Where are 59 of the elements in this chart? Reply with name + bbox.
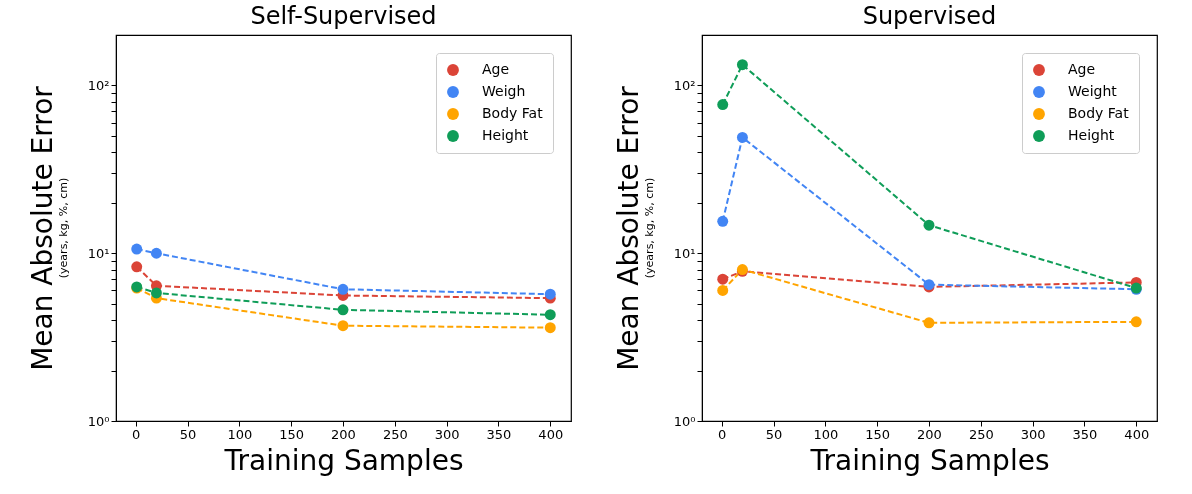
x-tick-label: 300: [1020, 426, 1046, 442]
x-tick-label: 100: [813, 426, 839, 442]
legend-label: Height: [1068, 127, 1115, 143]
x-axis-title: Training Samples: [223, 443, 464, 477]
point: [736, 59, 748, 71]
x-tick-label: 0: [718, 426, 727, 442]
y-tick-label: 10⁰: [87, 413, 110, 429]
point: [337, 320, 349, 332]
y-axis-title: Mean Absolute Error: [611, 85, 645, 371]
x-tick-label: 100: [227, 426, 253, 442]
text: (years, kg, %, cm): [57, 177, 70, 279]
point: [717, 285, 729, 296]
x-tick-label: 250: [968, 426, 994, 442]
x-axis-title: Training Samples: [809, 443, 1050, 477]
point: [131, 261, 143, 273]
chart-title: Supervised: [862, 2, 997, 30]
x-tick-label: 350: [1072, 426, 1098, 442]
legend-label: Height: [482, 127, 529, 143]
point: [717, 273, 729, 285]
point: [717, 215, 729, 227]
point: [1130, 316, 1142, 328]
x-tick-label: 150: [865, 426, 891, 442]
point: [544, 322, 556, 334]
point: [150, 287, 162, 299]
point: [544, 288, 556, 300]
y-tick-label: 10¹: [673, 245, 696, 261]
x-tick-label: 150: [279, 426, 305, 442]
y-tick-label: 10²: [87, 78, 110, 93]
y-tick-label: 10²: [673, 78, 696, 93]
legend-label: Age: [482, 61, 510, 77]
legend-label: Body Fat: [482, 105, 544, 121]
legend-label: Weigh: [482, 83, 526, 99]
x-tick-label: 350: [486, 426, 512, 442]
chart-title: Self-Supervised: [250, 2, 437, 30]
x-tick-label: 0: [132, 426, 141, 442]
legend-label: Weight: [1068, 83, 1118, 99]
point: [923, 219, 935, 231]
x-tick-label: 50: [179, 426, 197, 442]
x-tick-label: 400: [538, 426, 564, 442]
point: [717, 99, 729, 111]
point: [736, 132, 748, 143]
y-tick-label: 10⁰: [673, 413, 696, 429]
x-tick-label: 250: [382, 426, 408, 442]
point: [337, 304, 349, 316]
x-tick-label: 300: [434, 426, 460, 442]
point: [150, 247, 162, 259]
y-tick-label: 10¹: [87, 245, 110, 261]
point: [131, 243, 143, 255]
x-tick-label: 200: [917, 426, 942, 442]
legend-label: Body Fat: [1068, 105, 1130, 121]
legend-label: Age: [1068, 61, 1096, 77]
x-tick-label: 200: [331, 426, 356, 442]
x-tick-label: 400: [1124, 426, 1150, 442]
point: [544, 309, 556, 321]
point: [923, 317, 935, 329]
y-axis-title: Mean Absolute Error: [25, 85, 59, 371]
point: [337, 283, 349, 295]
x-tick-label: 50: [765, 426, 783, 442]
text: (years, kg, %, cm): [643, 177, 656, 279]
